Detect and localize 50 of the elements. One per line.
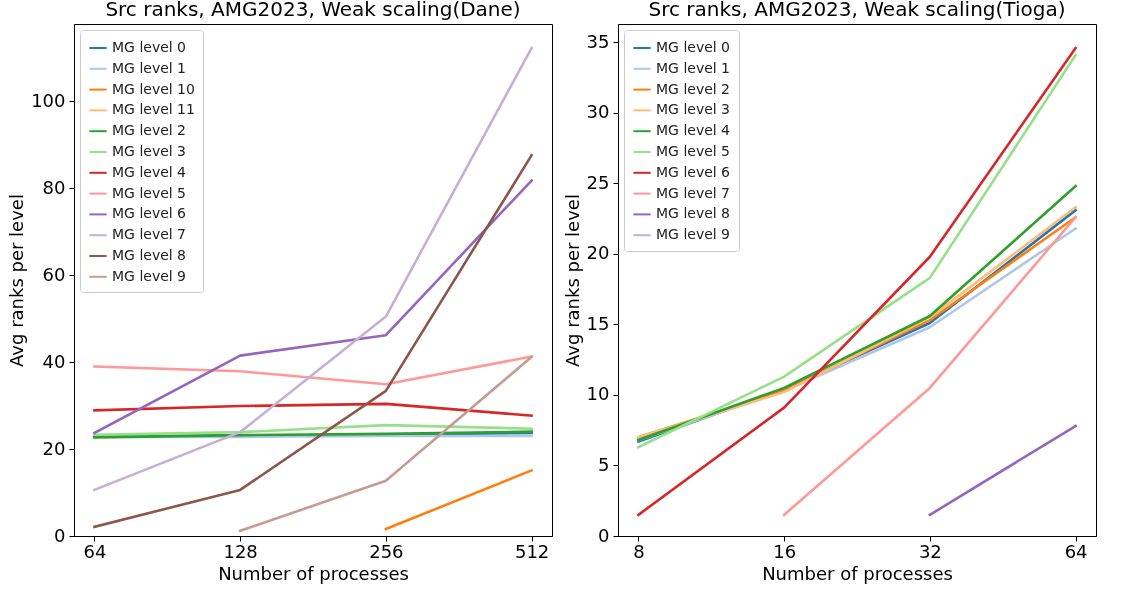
legend-label: MG level 1 [112, 59, 187, 76]
y-tick-label: 30 [586, 101, 610, 123]
legend-label: MG level 10 [112, 80, 195, 97]
legend-label: MG level 5 [656, 143, 731, 159]
legend-label: MG level 11 [112, 101, 195, 118]
y-tick-label: 20 [42, 437, 66, 459]
legend-label: MG level 6 [656, 163, 731, 180]
legend-label: MG level 2 [656, 80, 731, 97]
x-tick-label: 16 [773, 540, 797, 562]
legend-label: MG level 0 [656, 39, 731, 55]
chart-title: Src ranks, AMG2023, Weak scaling(Tioga) [648, 0, 1066, 21]
y-tick-label: 80 [42, 176, 66, 198]
x-tick-label: 256 [369, 540, 404, 562]
chart-title: Src ranks, AMG2023, Weak scaling(Dane) [105, 0, 521, 21]
x-axis-title: Number of processes [218, 562, 409, 584]
x-tick-label: 64 [83, 540, 107, 562]
legend-label: MG level 3 [656, 101, 731, 118]
legend-label: MG level 2 [112, 122, 187, 139]
legend-label: MG level 6 [112, 205, 187, 222]
y-tick-label: 25 [586, 171, 610, 193]
legend-label: MG level 4 [112, 163, 187, 180]
legend-label: MG level 0 [112, 39, 187, 55]
x-tick-label: 64 [1064, 540, 1088, 562]
legend-label: MG level 4 [656, 122, 731, 139]
legend-label: MG level 7 [112, 226, 187, 243]
x-tick-label: 512 [514, 540, 550, 562]
x-tick-label: 8 [633, 540, 645, 562]
y-axis-title: Avg ranks per level [561, 194, 583, 367]
legend-label: MG level 8 [656, 205, 731, 222]
y-tick-label: 100 [31, 89, 66, 111]
x-axis-title: Number of processes [762, 562, 953, 584]
y-tick-label: 35 [586, 30, 610, 52]
y-axis-title: Avg ranks per level [6, 194, 28, 367]
y-tick-label: 20 [586, 242, 610, 264]
y-tick-label: 10 [586, 383, 610, 405]
legend-label: MG level 1 [656, 59, 731, 76]
y-tick-label: 15 [586, 312, 610, 334]
legend-label: MG level 8 [112, 247, 187, 263]
y-tick-label: 60 [42, 263, 66, 285]
legend-label: MG level 5 [112, 184, 187, 201]
x-tick-label: 32 [918, 540, 942, 562]
y-tick-label: 40 [42, 350, 66, 372]
legend-label: MG level 9 [656, 226, 731, 243]
legend-label: MG level 9 [112, 267, 187, 284]
y-tick-label: 5 [598, 453, 610, 475]
y-tick-label: 0 [598, 524, 610, 546]
y-tick-label: 0 [54, 524, 66, 546]
x-tick-label: 128 [223, 540, 258, 562]
legend-label: MG level 3 [112, 143, 187, 159]
legend-label: MG level 7 [656, 184, 731, 201]
